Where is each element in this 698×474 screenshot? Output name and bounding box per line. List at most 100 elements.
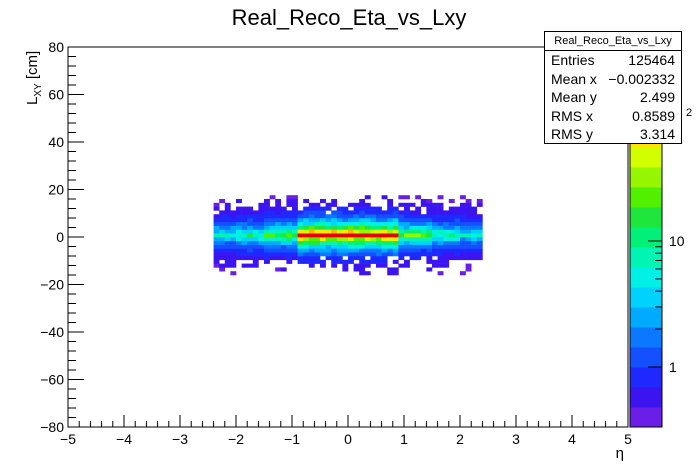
heatmap-cell — [353, 240, 360, 245]
heatmap-cell — [471, 214, 478, 219]
heatmap-cell — [381, 210, 388, 215]
heatmap-cell — [432, 248, 438, 253]
heatmap-cell — [404, 221, 410, 226]
heatmap-cell — [398, 221, 405, 226]
heatmap-cell — [286, 195, 293, 200]
heatmap-cell — [398, 240, 405, 245]
heatmap-cell — [320, 229, 326, 234]
heatmap-cell — [264, 206, 270, 211]
heatmap-cell — [264, 202, 270, 207]
heatmap-cell — [465, 267, 472, 272]
heatmap-cell — [370, 214, 377, 219]
palette-swatch — [630, 267, 662, 288]
heatmap-cell — [280, 237, 287, 242]
heatmap-cell — [437, 225, 444, 230]
heatmap-cell — [336, 225, 343, 230]
heatmap-cell — [437, 252, 444, 257]
heatmap-cell — [387, 221, 394, 226]
heatmap-cell — [336, 210, 343, 215]
heatmap-cell — [392, 233, 399, 238]
heatmap-cell — [213, 244, 220, 249]
heatmap-cell — [241, 244, 248, 249]
heatmap-cell — [286, 237, 293, 242]
heatmap-cell — [325, 202, 332, 207]
heatmap-cell — [292, 206, 298, 211]
heatmap-cell — [320, 218, 326, 223]
heatmap-cell — [460, 221, 466, 226]
heatmap-cell — [258, 206, 265, 211]
heatmap-cell — [275, 252, 282, 257]
heatmap-cell — [437, 206, 444, 211]
heatmap-cell — [359, 233, 366, 238]
heatmap-cell — [297, 240, 304, 245]
heatmap-cell — [398, 214, 405, 219]
heatmap-cell — [387, 218, 394, 223]
heatmap-cell — [297, 210, 304, 215]
heatmap-cell — [353, 206, 360, 211]
heatmap-cell — [364, 237, 371, 242]
heatmap-cell — [409, 256, 416, 261]
heatmap-cell — [404, 252, 410, 257]
heatmap-cell — [297, 218, 304, 223]
heatmap-cell — [460, 225, 466, 230]
x-tick-label: 3 — [512, 431, 520, 447]
heatmap-cell — [252, 263, 259, 268]
heatmap-cell — [314, 252, 321, 257]
heatmap-cell — [415, 237, 422, 242]
heatmap-cell — [381, 256, 388, 261]
heatmap-cell — [303, 214, 310, 219]
heatmap-cell — [448, 248, 455, 253]
heatmap-cell — [348, 202, 354, 207]
heatmap-cell — [230, 256, 237, 261]
heatmap-cell — [336, 240, 343, 245]
heatmap-cell — [292, 218, 298, 223]
heatmap-cell — [443, 237, 450, 242]
heatmap-cell — [292, 252, 298, 257]
heatmap-cell — [314, 214, 321, 219]
stats-label: Entries — [551, 52, 595, 68]
heatmap-cell — [224, 202, 231, 207]
heatmap-cell — [376, 221, 382, 226]
heatmap-cell — [443, 218, 450, 223]
heatmap-cell — [454, 210, 461, 215]
heatmap-cell — [420, 225, 427, 230]
heatmap-cell — [426, 259, 433, 264]
heatmap-cell — [230, 248, 237, 253]
heatmap-cell — [432, 214, 438, 219]
x-tick-label: 0 — [344, 431, 352, 447]
heatmap-cell — [381, 248, 388, 253]
heatmap-cell — [320, 221, 326, 226]
heatmap-cell — [325, 233, 332, 238]
y-tick-label: 0 — [56, 229, 64, 245]
heatmap-cell — [448, 229, 455, 234]
heatmap-cell — [264, 256, 270, 261]
heatmap-cell — [275, 202, 282, 207]
chart-title: Real_Reco_Eta_vs_Lxy — [232, 5, 467, 30]
heatmap-cell — [252, 221, 259, 226]
heatmap-cell — [465, 199, 472, 204]
heatmap-cell — [241, 248, 248, 253]
heatmap-cell — [325, 244, 332, 249]
heatmap-cells — [213, 195, 483, 276]
heatmap-cell — [224, 225, 231, 230]
heatmap-cell — [308, 248, 315, 253]
heatmap-cell — [359, 271, 366, 276]
heatmap-cell — [308, 244, 315, 249]
y-axis-label: LXY [cm] — [24, 51, 44, 105]
stats-row: RMS y 3.314 — [545, 125, 681, 144]
heatmap-cell — [465, 263, 472, 268]
stats-rows: Entries 125464 Mean x −0.002332 Mean y 2.499 R… — [545, 51, 681, 144]
heatmap-cell — [443, 214, 450, 219]
heatmap-cell — [286, 229, 293, 234]
heatmap-cell — [286, 214, 293, 219]
heatmap-cell — [348, 218, 354, 223]
heatmap-cell — [264, 221, 270, 226]
heatmap-cell — [320, 206, 326, 211]
heatmap-cell — [376, 206, 382, 211]
heatmap-cell — [224, 248, 231, 253]
heatmap-cell — [465, 229, 472, 234]
heatmap-cell — [381, 263, 388, 268]
heatmap-cell — [342, 240, 349, 245]
palette-swatch — [630, 227, 662, 248]
heatmap-cell — [476, 229, 483, 234]
